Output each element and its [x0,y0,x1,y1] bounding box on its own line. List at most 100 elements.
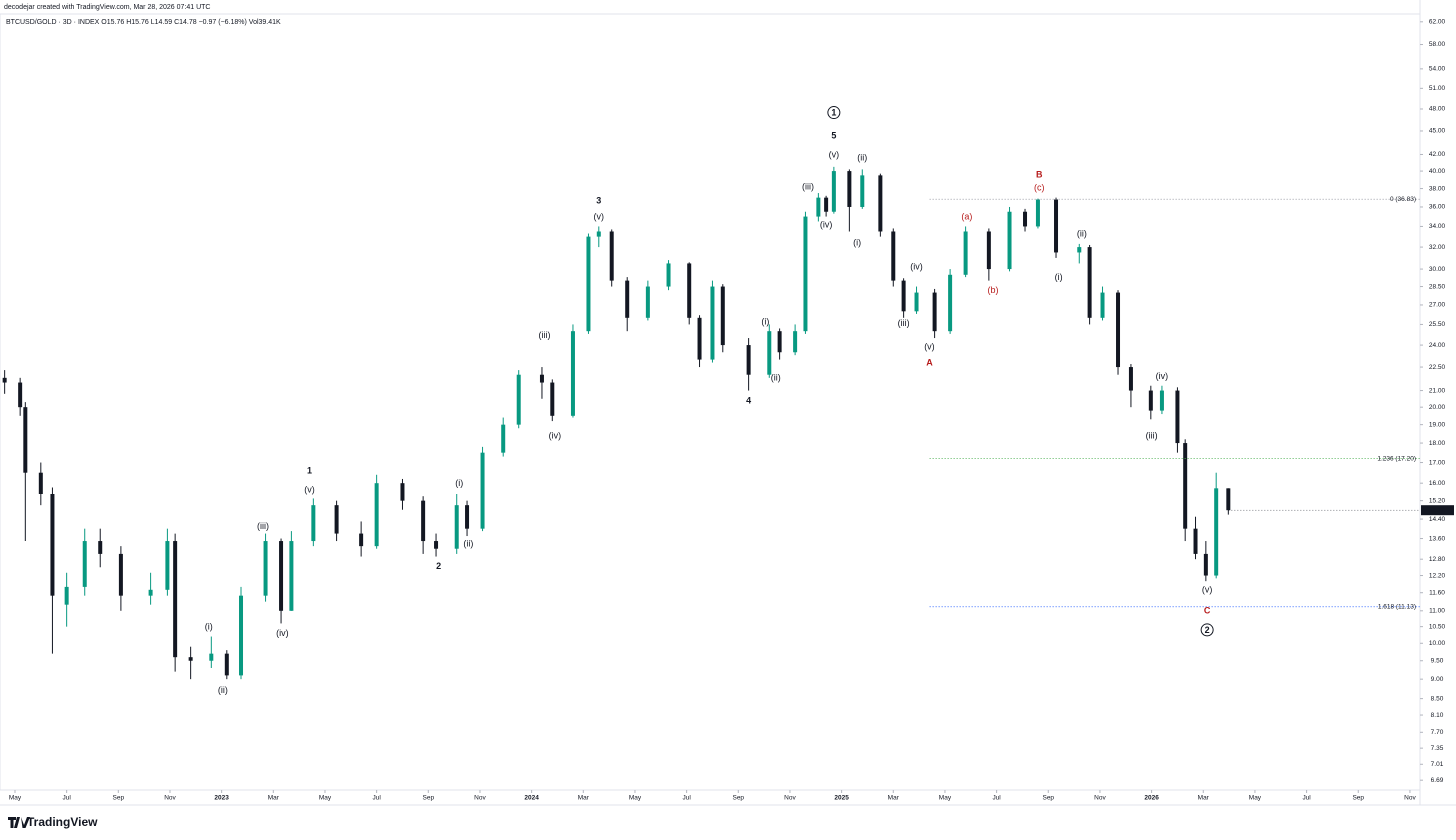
wave-label: (i) [853,238,861,248]
x-tick-label: Sep [1042,795,1054,802]
wave-label: B [1036,169,1043,179]
y-tick-label: 14.40 [1429,516,1446,523]
candle-body [516,374,521,425]
y-tick-label: 17.00 [1429,459,1446,466]
candle-body [38,472,43,494]
x-tick-label: Mar [268,795,280,802]
x-tick-label: Jul [1302,795,1311,802]
y-tick-label: 40.00 [1429,168,1446,175]
x-tick-label: May [1249,795,1262,802]
y-tick-label: 51.00 [1429,85,1446,92]
y-tick-label: 13.60 [1429,535,1446,542]
wave-label: (b) [987,285,998,295]
candle-body [263,541,268,596]
candle-body [539,374,544,383]
candle-body [831,171,836,212]
wave-label: (v) [1202,585,1213,595]
x-tick-label: Jul [992,795,1001,802]
candle-body [1116,292,1121,368]
last-price-label: 14.78 [1429,507,1446,514]
candle-body [720,286,725,346]
wave-label: (iv) [910,262,923,272]
candle-body [824,197,829,212]
candle-body [2,377,7,383]
wave-label: 4 [746,395,751,405]
candle-body [1035,199,1040,227]
candle-body [1148,390,1153,411]
candles [2,166,1231,680]
candle-body [878,175,883,232]
wave-circle [1200,623,1214,637]
candle-body [334,505,339,534]
candle-body [1023,211,1028,227]
x-tick-label: Jul [62,795,71,802]
wave-label: 3 [596,195,601,205]
wave-label: 2 [1205,625,1210,635]
brand-name: TradingView [27,815,98,829]
candle-body [891,231,896,281]
y-tick-label: 22.50 [1429,364,1446,371]
candle-body [666,263,671,287]
y-tick-label: 27.00 [1429,302,1446,309]
candle-body [173,541,178,658]
y-tick-label: 16.00 [1429,480,1446,487]
wave-label: (iii) [898,318,910,328]
candle-body [1226,488,1231,511]
candle-body [148,589,153,596]
x-tick-label: Mar [578,795,590,802]
wave-label: (i) [205,622,213,632]
candle-body [1203,553,1208,576]
wave-label: (ii) [463,538,473,548]
symbol-info: BTCUSD/GOLD · 3D · INDEX O15.76 H15.76 L… [6,19,281,26]
y-tick-label: 9.00 [1431,676,1444,683]
y-tick-label: 12.80 [1429,556,1446,563]
y-tick-label: 10.50 [1429,623,1446,630]
y-tick-label: 12.20 [1429,572,1446,579]
candle-body [625,280,630,318]
candle-body [480,452,485,529]
candle-body [279,541,284,611]
wave-label: (ii) [771,373,781,383]
candle-body [697,317,702,360]
x-tick-label: Sep [732,795,744,802]
y-tick-label: 42.00 [1429,151,1446,158]
y-tick-label: 19.00 [1429,421,1446,428]
y-tick-label: 48.00 [1429,106,1446,113]
wave-label: (i) [761,317,769,327]
y-tick-label: 20.00 [1429,404,1446,411]
wave-label: (iii) [257,521,269,531]
y-tick-label: 10.00 [1429,640,1446,647]
candle-body [209,653,214,661]
candle-body [82,541,87,587]
y-tick-label: 24.00 [1429,342,1446,349]
candle-body [1159,390,1164,411]
candle-body [23,407,28,473]
y-tick-label: 21.00 [1429,387,1446,394]
candle-body [803,216,808,332]
candle-body [1087,247,1092,318]
brand-logo: TradingView [8,815,98,829]
wave-label: (i) [1055,272,1063,282]
y-tick-label: 8.10 [1431,712,1444,719]
candle-body [901,280,906,312]
y-tick-label: 36.00 [1429,204,1446,211]
y-tick-label: 25.50 [1429,321,1446,328]
x-tick-label: May [939,795,952,802]
candle-body [454,505,459,549]
candle-body [860,175,865,207]
wave-label: (iv) [820,219,833,229]
y-tick-label: 18.00 [1429,440,1446,447]
wave-circle [827,106,841,120]
wave-label: 1 [831,107,836,117]
candle-body [165,541,170,590]
wave-label: 1 [307,466,312,476]
wave-label: (v) [594,211,605,221]
wave-label: (v) [829,149,840,159]
wave-label: (ii) [857,153,867,163]
candle-body [687,263,692,318]
y-tick-label: 7.35 [1431,745,1444,752]
candle-body [710,286,715,360]
y-tick-label: 11.60 [1429,589,1445,596]
y-tick-label: 54.00 [1429,66,1446,73]
